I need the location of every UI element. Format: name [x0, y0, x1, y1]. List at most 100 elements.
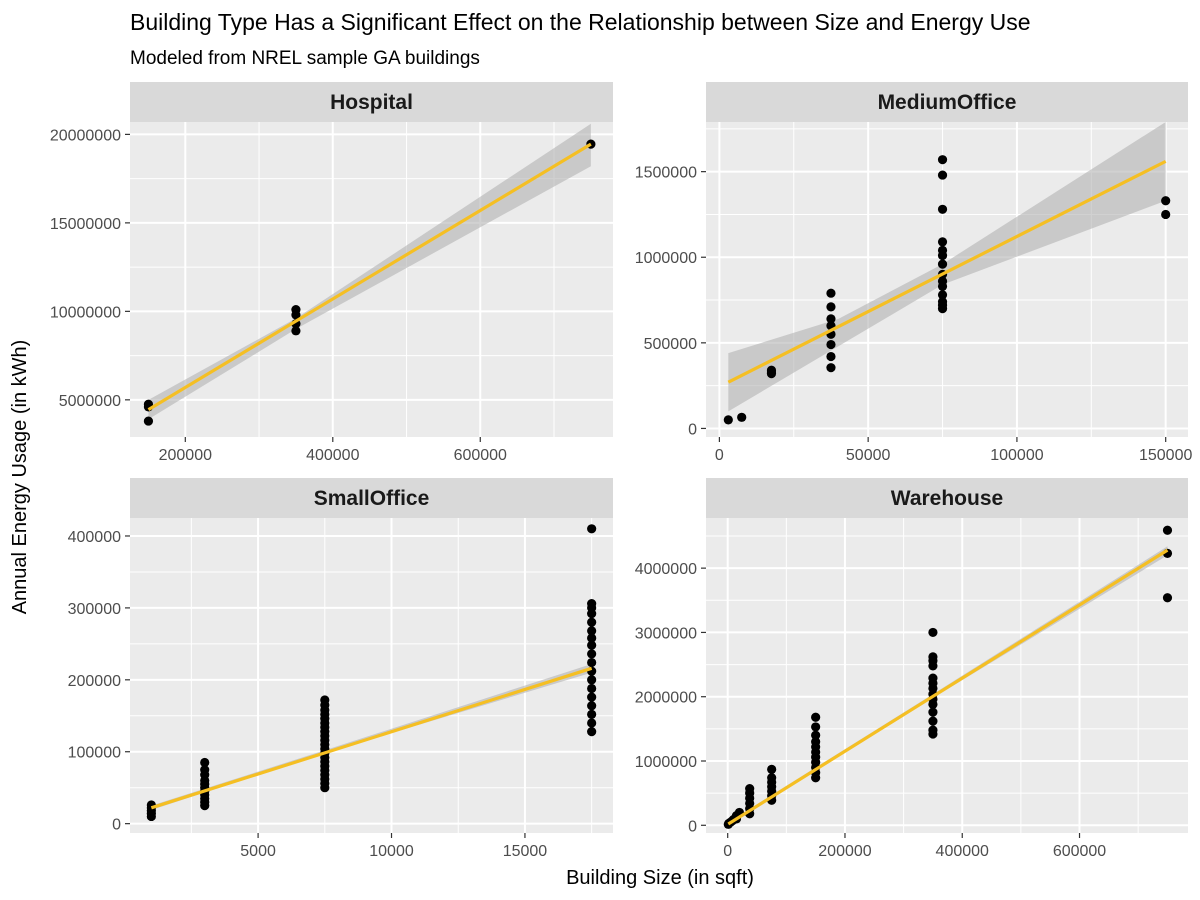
strip-label-mediumoffice: MediumOffice	[878, 91, 1017, 114]
data-point	[587, 709, 597, 719]
strip-label-smalloffice: SmallOffice	[314, 487, 430, 510]
data-point	[811, 737, 821, 747]
data-point	[587, 633, 597, 643]
x-tick-label: 200000	[159, 447, 212, 464]
data-point	[826, 302, 836, 312]
data-point	[587, 524, 597, 534]
data-point	[587, 617, 597, 627]
strip-label-hospital: Hospital	[330, 91, 413, 114]
x-tick-label: 50000	[846, 447, 891, 464]
data-point	[291, 310, 301, 320]
data-point	[928, 725, 938, 735]
data-point	[811, 722, 821, 732]
data-point	[826, 351, 836, 362]
data-point	[928, 652, 938, 662]
data-point	[587, 640, 597, 650]
data-point	[767, 764, 777, 774]
data-layer-smalloffice	[146, 524, 597, 822]
x-tick-label: 400000	[936, 843, 989, 860]
x-tick-label: 150000	[1139, 447, 1192, 464]
data-point	[200, 757, 210, 768]
fit-line-warehouse	[727, 548, 1169, 826]
data-point	[826, 288, 836, 298]
panel-hospital: Hospital 200000 400000 600000 5000000 1000000…	[50, 82, 613, 464]
strip-mediumoffice	[706, 82, 1188, 122]
data-point	[587, 683, 597, 694]
data-point	[937, 155, 948, 165]
fit-line-mediumoffice	[727, 159, 1167, 384]
data-point	[937, 297, 948, 307]
data-point	[587, 649, 597, 659]
data-point	[937, 259, 948, 269]
x-tick-label: 200000	[818, 843, 871, 860]
data-layer-hospital	[143, 123, 596, 426]
y-tick-label: 0	[688, 818, 697, 835]
x-tick-label: 600000	[1053, 843, 1106, 860]
data-layer-warehouse	[723, 525, 1173, 829]
data-point	[1162, 593, 1173, 603]
data-point	[320, 695, 330, 705]
data-point	[937, 237, 948, 247]
data-point	[587, 718, 597, 728]
data-point	[928, 673, 938, 683]
data-point	[928, 716, 938, 726]
y-tick-label: 100000	[68, 745, 121, 762]
data-point	[1161, 209, 1171, 220]
fit-line-hospital	[147, 142, 592, 411]
y-tick-label: 10000000	[50, 304, 121, 321]
data-point	[737, 412, 747, 422]
data-point	[826, 363, 836, 373]
x-tick-label: 400000	[306, 447, 359, 464]
data-point	[723, 415, 733, 425]
y-tick-label: 500000	[644, 336, 697, 353]
data-point	[937, 276, 948, 286]
data-point	[143, 416, 154, 426]
y-tick-label: 15000000	[50, 216, 121, 233]
data-point	[937, 245, 948, 255]
data-layer-mediumoffice	[723, 122, 1171, 425]
data-point	[937, 204, 948, 214]
data-point	[826, 339, 836, 350]
x-tick-label: 5000	[240, 843, 276, 860]
y-tick-label: 20000000	[50, 127, 121, 144]
panel-warehouse: Warehouse 0 200000 400000 600000 0 1000000 2000…	[635, 478, 1188, 860]
data-point	[811, 712, 821, 722]
x-tick-label: 100000	[990, 447, 1043, 464]
data-point	[1162, 525, 1173, 535]
panel-smalloffice: SmallOffice 5000 10000 15000 0 100000 200000 30…	[68, 478, 613, 860]
x-tick-label: 0	[723, 843, 732, 860]
x-axis-title: Building Size (in sqft)	[566, 867, 754, 889]
x-tick-label: 600000	[454, 447, 507, 464]
plot-area-warehouse	[706, 518, 1188, 833]
fit-line-smalloffice	[150, 666, 593, 810]
y-tick-label: 1000000	[635, 250, 697, 267]
y-tick-label: 1500000	[635, 165, 697, 182]
y-tick-label: 300000	[68, 601, 121, 618]
data-point	[587, 692, 597, 702]
data-point	[587, 675, 597, 685]
data-point	[200, 765, 210, 775]
data-point	[587, 657, 597, 668]
data-point	[745, 784, 755, 794]
confidence-ribbon-hospital	[148, 123, 591, 420]
y-tick-label: 0	[112, 817, 121, 834]
data-point	[587, 598, 597, 609]
data-point	[766, 365, 777, 375]
data-point	[826, 314, 836, 324]
data-point	[767, 773, 777, 783]
strip-smalloffice	[130, 478, 613, 518]
data-point	[291, 326, 301, 336]
data-point	[1161, 196, 1171, 206]
data-point	[587, 726, 597, 737]
y-tick-label: 4000000	[635, 561, 697, 578]
data-point	[937, 290, 948, 300]
y-tick-label: 1000000	[635, 754, 697, 771]
y-tick-label: 5000000	[59, 393, 121, 410]
strip-warehouse	[706, 478, 1188, 518]
y-tick-label: 3000000	[635, 625, 697, 642]
data-point	[811, 730, 821, 740]
data-point	[928, 707, 938, 717]
strip-label-warehouse: Warehouse	[891, 487, 1003, 510]
chart-subtitle: Modeled from NREL sample GA buildings	[130, 48, 480, 69]
